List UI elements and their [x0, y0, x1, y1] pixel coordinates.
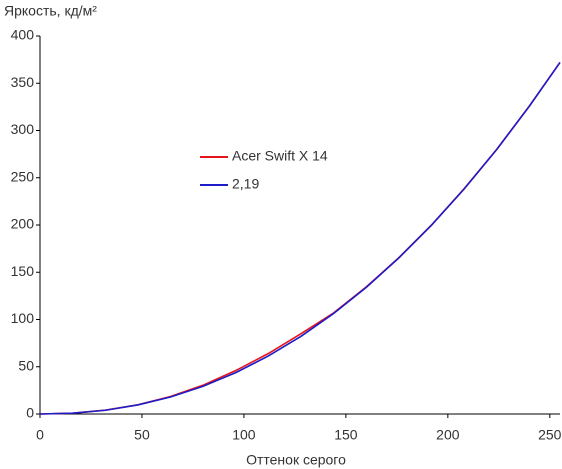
y-tick-label: 250: [11, 168, 35, 184]
y-tick-label: 150: [11, 263, 35, 279]
y-tick-label: 300: [11, 121, 35, 137]
x-tick-label: 100: [232, 427, 256, 443]
x-tick-label: 250: [538, 427, 562, 443]
y-axis-label: Яркость, кд/м²: [4, 3, 97, 19]
legend-label: 2,19: [232, 176, 259, 192]
x-axis-label: Оттенок серого: [246, 452, 346, 468]
y-tick-label: 0: [26, 405, 34, 421]
y-tick-label: 50: [18, 357, 34, 373]
y-tick-label: 100: [11, 310, 35, 326]
y-tick-label: 350: [11, 74, 35, 90]
y-tick-label: 400: [11, 27, 35, 43]
x-tick-label: 0: [36, 427, 44, 443]
legend-label: Acer Swift X 14: [232, 148, 328, 164]
x-tick-label: 150: [334, 427, 358, 443]
series-line: [39, 62, 561, 415]
y-tick-label: 200: [11, 216, 35, 232]
x-tick-label: 200: [436, 427, 460, 443]
series-line: [39, 61, 561, 415]
x-tick-label: 50: [134, 427, 150, 443]
